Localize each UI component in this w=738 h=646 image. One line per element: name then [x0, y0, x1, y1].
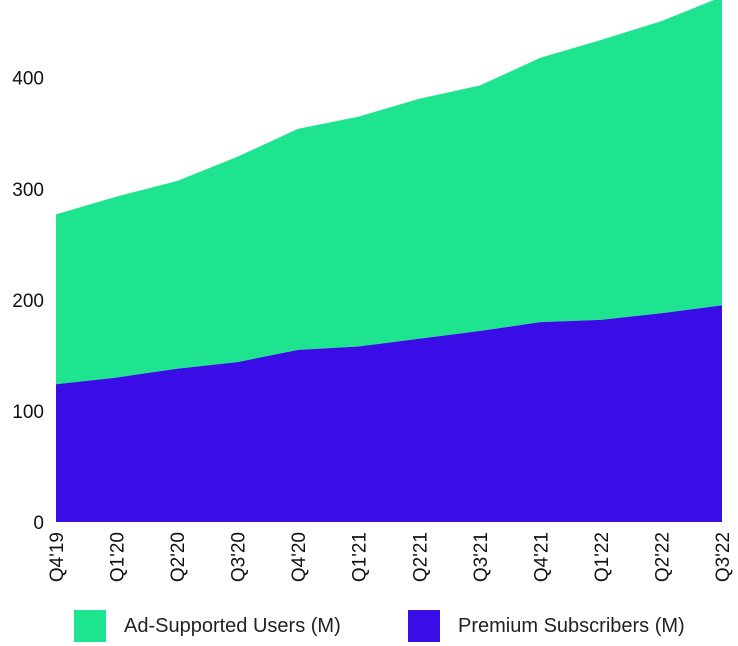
y-axis: 0 100 200 300 400: [12, 69, 44, 534]
x-tick-label: Q1'22: [592, 532, 613, 582]
legend: Ad-Supported Users (M) Premium Subscribe…: [0, 604, 738, 646]
legend-item-premium: Premium Subscribers (M): [408, 610, 685, 642]
x-tick-label: Q4'19: [47, 532, 68, 582]
x-tick-label: Q3'22: [713, 532, 734, 582]
x-tick-label: Q3'21: [471, 532, 492, 582]
x-tick-label: Q2'20: [168, 532, 189, 582]
legend-label-ad-supported: Ad-Supported Users (M): [124, 614, 341, 637]
x-tick-label: Q2'21: [410, 532, 431, 582]
x-axis: Q4'19 Q1'20 Q2'20 Q3'20 Q4'20 Q1'21 Q2'21 Q3'21…: [47, 532, 734, 582]
y-tick-label: 100: [12, 402, 44, 423]
legend-label-premium: Premium Subscribers (M): [458, 614, 685, 637]
x-tick-label: Q2'22: [652, 532, 673, 582]
y-tick-label: 0: [33, 513, 44, 534]
legend-item-ad-supported: Ad-Supported Users (M): [74, 610, 341, 642]
x-tick-label: Q4'21: [531, 532, 552, 582]
area-premium-subscribers: [56, 305, 722, 522]
y-tick-label: 400: [12, 69, 44, 90]
legend-swatch-premium: [408, 610, 440, 642]
x-tick-label: Q4'20: [289, 532, 310, 582]
y-tick-label: 300: [12, 180, 44, 201]
legend-swatch-ad-supported: [74, 610, 106, 642]
area-layer: [56, 0, 722, 522]
x-tick-label: Q3'20: [229, 532, 250, 582]
x-tick-label: Q1'21: [350, 532, 371, 582]
x-tick-label: Q1'20: [108, 532, 129, 582]
y-tick-label: 200: [12, 291, 44, 312]
area-ad-supported-users: [56, 0, 722, 385]
